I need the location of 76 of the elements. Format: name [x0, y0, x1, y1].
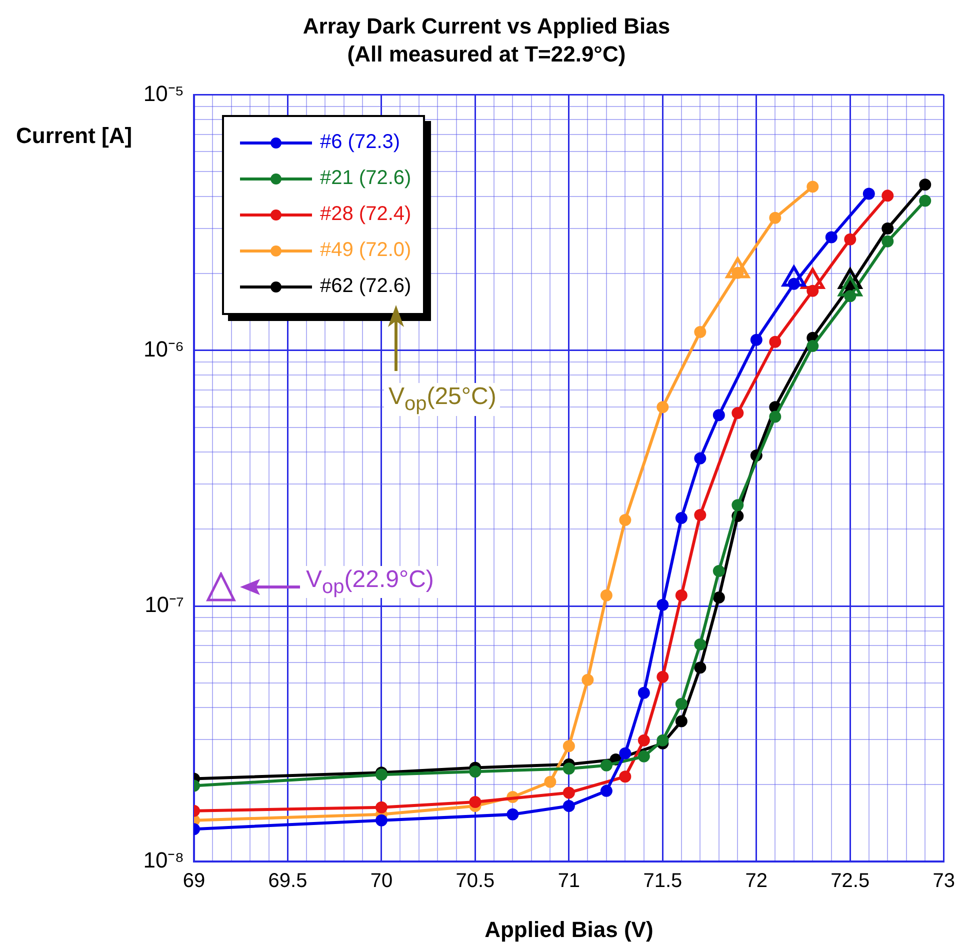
- x-tick-label: 72.5: [830, 870, 870, 892]
- point: [732, 499, 744, 512]
- x-tick-label: 71: [558, 870, 580, 892]
- point: [600, 589, 612, 602]
- point: [656, 401, 669, 414]
- point: [562, 800, 575, 812]
- point: [544, 776, 556, 788]
- y-tick-label: 10⁻⁷: [144, 592, 184, 618]
- point: [600, 759, 612, 772]
- x-tick-label: 69.5: [268, 870, 308, 892]
- point: [862, 188, 875, 200]
- x-tick-label: 70.5: [456, 870, 495, 892]
- x-tick-label: 71.5: [643, 870, 682, 892]
- point: [638, 734, 650, 746]
- point: [882, 222, 894, 234]
- point: [769, 336, 782, 348]
- point: [694, 638, 706, 650]
- point: [638, 750, 650, 762]
- y-axis-title: Current [A]: [14, 122, 134, 149]
- point: [638, 686, 650, 699]
- point: [656, 598, 669, 611]
- point: [825, 231, 838, 244]
- point: [694, 662, 706, 674]
- point: [732, 406, 744, 419]
- point: [675, 698, 688, 710]
- point: [562, 762, 575, 775]
- legend-label: #21 (72.6): [320, 167, 412, 190]
- point: [619, 770, 632, 783]
- point: [919, 194, 932, 207]
- legend-label: #62 (72.6): [320, 275, 412, 298]
- legend-label: #49 (72.0): [320, 239, 412, 262]
- point: [675, 589, 688, 602]
- point: [619, 514, 632, 526]
- x-tick-label: 70: [370, 870, 393, 892]
- point: [806, 180, 819, 193]
- point: [469, 766, 482, 778]
- point: [600, 784, 612, 797]
- point: [712, 409, 725, 422]
- point: [769, 212, 782, 224]
- point: [882, 190, 894, 202]
- point: [806, 340, 819, 352]
- point: [882, 235, 894, 248]
- point: [712, 565, 725, 578]
- point: [656, 670, 669, 683]
- y-tick-label: 10⁻⁶: [143, 336, 184, 362]
- x-tick-label: 73: [932, 870, 955, 892]
- point: [582, 674, 594, 686]
- point: [469, 796, 482, 808]
- x-tick-label: 69: [182, 870, 206, 892]
- x-tick-label: 72: [745, 870, 768, 892]
- x-axis-title: Applied Bias (V): [484, 916, 654, 942]
- point: [375, 814, 388, 826]
- point: [769, 410, 782, 423]
- point: [619, 747, 632, 760]
- legend-label: #28 (72.4): [320, 203, 412, 226]
- point: [750, 334, 762, 346]
- point: [694, 509, 706, 521]
- point: [675, 512, 688, 524]
- legend-label: #6 (72.3): [320, 131, 400, 154]
- point: [562, 740, 575, 752]
- annotation: V$_{op}$(25°C): [384, 382, 500, 416]
- point: [562, 786, 575, 799]
- y-tick-label: 10⁻⁵: [143, 80, 184, 106]
- annotation: V$_{op}$(22.9°C): [302, 566, 438, 598]
- y-tick-label: 10⁻⁸: [143, 848, 184, 873]
- point: [712, 591, 725, 604]
- chart-subtitle: (All measured at T=22.9°C): [347, 42, 626, 67]
- point: [694, 326, 706, 338]
- point: [375, 801, 388, 814]
- point: [656, 734, 669, 746]
- point: [675, 715, 688, 728]
- point: [844, 233, 856, 246]
- point: [506, 808, 519, 820]
- point: [694, 452, 706, 464]
- point: [919, 178, 932, 191]
- chart-title: Array Dark Current vs Applied Bias: [302, 13, 670, 38]
